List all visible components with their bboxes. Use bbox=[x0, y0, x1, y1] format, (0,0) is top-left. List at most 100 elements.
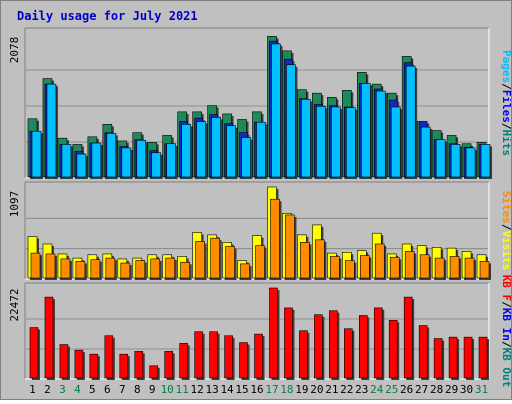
bar-kb-f-2 bbox=[44, 296, 54, 379]
x-tick-label: 20 bbox=[310, 383, 323, 396]
x-tick-label: 26 bbox=[400, 383, 413, 396]
x-tick-label: 28 bbox=[430, 383, 443, 396]
bar-pages-3 bbox=[61, 144, 72, 178]
bar-sites-28 bbox=[434, 257, 445, 279]
bar-pages-13 bbox=[211, 117, 221, 178]
bar-sites-13 bbox=[210, 237, 220, 279]
bar-sites-5 bbox=[90, 259, 101, 279]
bar-pages-18 bbox=[286, 64, 296, 178]
legend-entry: / bbox=[500, 123, 511, 130]
legend-entry: KB In bbox=[500, 308, 511, 341]
bar-kb-f-1 bbox=[29, 327, 39, 379]
panel-middle-ymax-label: 1097 bbox=[8, 191, 21, 218]
bar-kb-f-30 bbox=[463, 336, 473, 379]
x-tick-label: 22 bbox=[340, 383, 353, 396]
bar-kb-f-26 bbox=[403, 296, 413, 379]
bar-kb-f-16 bbox=[254, 333, 263, 379]
bar-sites-29 bbox=[449, 256, 460, 279]
bar-sites-15 bbox=[240, 263, 250, 279]
bar-sites-3 bbox=[60, 258, 71, 279]
bar-sites-7 bbox=[120, 262, 131, 279]
bar-pages-9 bbox=[151, 152, 162, 178]
bar-sites-21 bbox=[330, 256, 340, 279]
x-tick-label: 12 bbox=[191, 383, 204, 396]
bar-kb-f-22 bbox=[344, 328, 353, 379]
bar-sites-23 bbox=[359, 255, 370, 279]
bar-kb-f-5 bbox=[89, 353, 99, 379]
bar-sites-20 bbox=[315, 239, 325, 279]
panel-bottom-ymax-label: 22472 bbox=[8, 288, 21, 321]
legend-entry: KB F bbox=[500, 275, 511, 302]
bar-pages-17 bbox=[271, 43, 281, 178]
bar-sites-9 bbox=[150, 258, 161, 279]
x-tick-label: 2 bbox=[44, 383, 51, 396]
x-tick-label: 5 bbox=[89, 383, 96, 396]
bar-sites-2 bbox=[45, 253, 56, 279]
panel-middle: 1097 Sites/Visits bbox=[8, 181, 512, 280]
bar-sites-14 bbox=[225, 246, 235, 279]
bar-kb-f-25 bbox=[388, 320, 398, 379]
bar-sites-30 bbox=[464, 257, 475, 279]
panel-top-ymax-label: 2078 bbox=[8, 37, 21, 64]
bar-sites-27 bbox=[419, 254, 430, 279]
x-tick-label: 7 bbox=[119, 383, 126, 396]
x-tick-label: 11 bbox=[176, 383, 189, 396]
bar-sites-31 bbox=[479, 261, 490, 279]
bar-pages-28 bbox=[435, 139, 446, 178]
bar-kb-f-15 bbox=[239, 342, 248, 379]
panel-middle-legend: Sites/Visits bbox=[500, 191, 511, 271]
bar-kb-f-13 bbox=[209, 331, 218, 379]
bar-pages-12 bbox=[196, 121, 206, 178]
bar-pages-29 bbox=[450, 144, 461, 178]
bar-sites-19 bbox=[300, 242, 310, 279]
legend-entry: KB Out bbox=[500, 348, 511, 388]
legend-entry: / bbox=[500, 83, 511, 90]
bar-kb-f-31 bbox=[478, 336, 488, 379]
x-tick-label: 8 bbox=[134, 383, 141, 396]
bar-sites-16 bbox=[255, 245, 265, 279]
x-tick-label: 13 bbox=[205, 383, 218, 396]
bar-pages-5 bbox=[91, 142, 102, 178]
bar-pages-31 bbox=[480, 144, 491, 178]
bar-kb-f-23 bbox=[358, 315, 368, 379]
bar-sites-25 bbox=[389, 256, 400, 279]
legend-entry: Files bbox=[500, 90, 511, 123]
bar-kb-f-17 bbox=[269, 287, 278, 379]
bar-kb-f-8 bbox=[134, 351, 144, 379]
bar-pages-24 bbox=[375, 90, 386, 178]
bar-kb-f-20 bbox=[314, 314, 323, 379]
bar-pages-20 bbox=[316, 106, 326, 178]
bar-sites-18 bbox=[285, 214, 295, 279]
x-tick-label: 4 bbox=[74, 383, 81, 396]
legend-entry: Hits bbox=[500, 130, 511, 157]
bar-kb-f-19 bbox=[299, 330, 308, 379]
bar-kb-f-21 bbox=[329, 310, 338, 379]
x-tick-label: 23 bbox=[355, 383, 368, 396]
bar-pages-25 bbox=[390, 106, 401, 178]
bar-sites-22 bbox=[345, 260, 355, 279]
bar-pages-21 bbox=[331, 106, 341, 178]
x-tick-label: 3 bbox=[59, 383, 66, 396]
bar-pages-15 bbox=[241, 137, 251, 178]
bar-pages-8 bbox=[136, 139, 147, 178]
x-tick-label: 15 bbox=[235, 383, 248, 396]
bar-sites-17 bbox=[270, 198, 280, 279]
bar-sites-26 bbox=[404, 251, 415, 279]
legend-entry: / bbox=[500, 341, 511, 348]
bar-sites-11 bbox=[180, 261, 190, 279]
bar-kb-f-7 bbox=[119, 353, 129, 379]
x-tick-label: 27 bbox=[415, 383, 428, 396]
bar-sites-24 bbox=[374, 243, 385, 279]
legend-entry: Sites bbox=[500, 191, 511, 224]
x-tick-label: 30 bbox=[460, 383, 473, 396]
bar-pages-27 bbox=[420, 126, 431, 178]
x-tick-label: 14 bbox=[220, 383, 234, 396]
bar-pages-16 bbox=[256, 121, 266, 178]
bar-pages-2 bbox=[46, 83, 57, 178]
bar-kb-f-9 bbox=[149, 365, 159, 379]
x-tick-label: 17 bbox=[265, 383, 278, 396]
x-tick-label: 9 bbox=[149, 383, 156, 396]
